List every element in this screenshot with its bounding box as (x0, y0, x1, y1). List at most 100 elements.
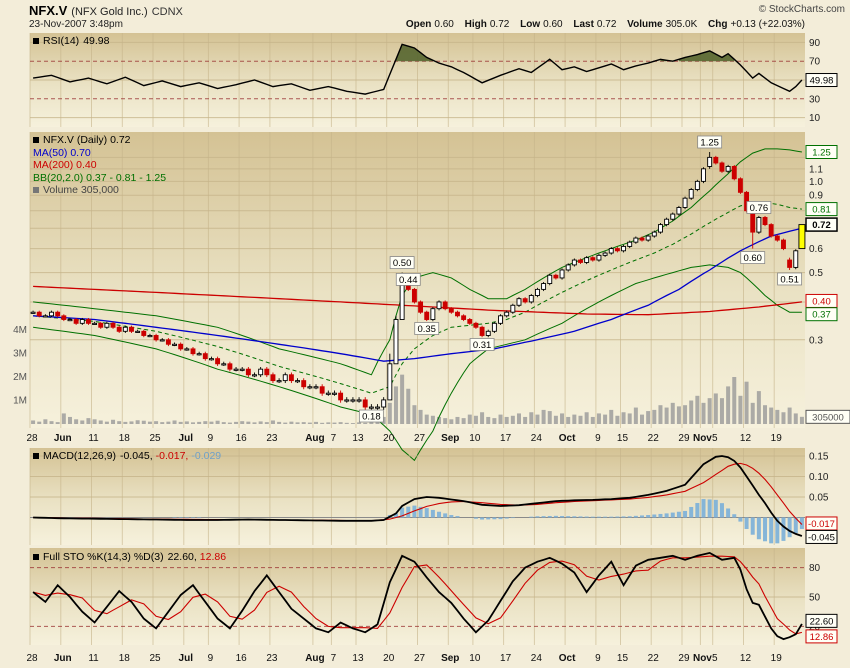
macd-histogram-bar (756, 517, 761, 540)
candle-body (49, 311, 54, 317)
candle-body (701, 168, 706, 182)
macd-histogram-bar (799, 517, 804, 529)
volume-bar (43, 419, 48, 424)
volume-bar (400, 374, 405, 424)
volume-bar (301, 422, 306, 424)
volume-value: 305.0K (665, 19, 698, 30)
volume-bar (553, 415, 558, 424)
candle-body (141, 330, 147, 336)
candle-body (36, 311, 42, 317)
date-label: 24 (531, 653, 543, 664)
candles-swatch-icon (33, 137, 39, 143)
volume-bar (640, 414, 645, 424)
volume-bar (49, 421, 54, 424)
chart-timestamp: 23-Nov-2007 3:48pm (29, 19, 123, 30)
rsi-legend-value: 49.98 (83, 35, 110, 47)
macd-histogram-bar (664, 513, 669, 518)
candle-body (418, 301, 424, 313)
volume-bar (584, 412, 589, 424)
volume-bar (92, 419, 97, 424)
high-label: High (464, 19, 487, 30)
candle-body (590, 257, 596, 261)
candle-body (633, 237, 639, 243)
candle-body (528, 295, 534, 303)
macd-histogram-bar (775, 517, 780, 544)
axis-value: 0.37 (812, 310, 831, 321)
date-label: Nov (693, 433, 712, 444)
volume-bar (781, 412, 786, 424)
axis-value-box (805, 629, 838, 644)
rsi-axis-label: 70 (809, 57, 821, 68)
candle-body (682, 197, 688, 208)
volume-bar (307, 422, 312, 424)
volume-bar (498, 414, 503, 424)
macd-histogram-bar (541, 516, 546, 518)
candle-body (239, 368, 245, 371)
volume-bar (203, 421, 208, 424)
candle-body (424, 311, 430, 320)
price-annotation-box (746, 201, 772, 214)
date-label: Aug (305, 653, 324, 664)
volume-bar (596, 413, 601, 424)
candle-body (725, 166, 731, 172)
candle-body (178, 343, 184, 350)
last-label: Last (573, 19, 594, 30)
volume-bar (455, 416, 460, 424)
volume-bar (689, 400, 694, 424)
volume-bar (492, 418, 497, 424)
axis-value: 49.98 (810, 76, 834, 87)
macd-histogram-bar (590, 516, 595, 518)
price-panel-legend: NFX.V (Daily) 0.72 MA(50) 0.70 MA(200) 0… (33, 134, 166, 197)
volume-bar (510, 415, 515, 424)
volume-bar (516, 413, 521, 424)
volume-bar (363, 422, 368, 424)
price-annotation: 0.60 (743, 253, 762, 264)
candle-last-highlighted (798, 224, 806, 250)
macd-histogram-bar (578, 516, 583, 518)
volume-bar (61, 413, 66, 424)
date-label: Jun (54, 653, 72, 664)
open-value: 0.60 (434, 19, 454, 30)
price-annotation-box (697, 135, 723, 149)
price-axis-label: 0.3 (809, 335, 823, 346)
volume-bar (357, 422, 362, 424)
candle-body (571, 259, 577, 266)
candle-body (485, 330, 491, 336)
candle-body (375, 406, 380, 409)
date-label: 20 (383, 653, 395, 664)
candle-body (436, 301, 442, 310)
macd-legend: MACD(12,26,9) -0.045, -0.017, -0.029 (33, 450, 221, 462)
low-value: 0.60 (543, 19, 563, 30)
volume-bar (184, 421, 189, 424)
macd-histogram-bar (615, 516, 620, 518)
volume-bar (449, 419, 454, 424)
volume-bar (314, 421, 319, 424)
volume-bar (326, 422, 331, 424)
volume-bar (486, 416, 491, 424)
candle-body (110, 322, 116, 328)
volume-bar (756, 391, 761, 424)
volume-bar (37, 421, 42, 424)
candle-body (614, 248, 620, 252)
volume-bar (80, 420, 85, 424)
volume-bar (246, 421, 251, 424)
candle-body (787, 259, 793, 268)
macd-histogram-bar (529, 516, 534, 518)
macd-histogram-bar (430, 509, 435, 518)
candle-body (534, 288, 540, 296)
date-label: Aug (305, 433, 324, 444)
candle-body (461, 315, 467, 320)
volume-bar (726, 386, 731, 424)
last-value: 0.72 (596, 19, 617, 30)
axis-value: 22.60 (810, 616, 834, 627)
candle-body (578, 259, 583, 263)
macd-histogram-bar (627, 516, 632, 518)
date-label: 13 (352, 433, 364, 444)
macd-legend-label: MACD(12,26,9) (43, 450, 116, 462)
volume-bar (799, 416, 804, 424)
candle-body (430, 308, 436, 320)
price-annotation: 0.35 (417, 324, 436, 335)
candle-body (608, 248, 614, 254)
volume-bar (406, 388, 411, 424)
volume-axis-label: 1M (13, 396, 27, 407)
